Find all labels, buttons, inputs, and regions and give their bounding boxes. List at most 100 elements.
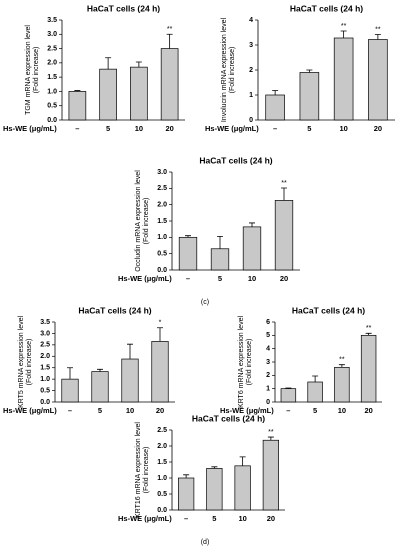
error-bar <box>157 327 163 342</box>
y-tick-label: 2.5 <box>47 45 57 52</box>
x-tick-label: 5 <box>106 124 110 133</box>
error-bar <box>249 222 255 227</box>
y-tick-label: 2.0 <box>157 443 167 450</box>
error-bar <box>127 343 133 360</box>
chart-title: HaCaT cells (24 h) <box>290 3 363 13</box>
x-tick-label: 10 <box>238 514 246 523</box>
y-tick-label: 1.5 <box>40 365 50 372</box>
y-tick-label: 4 <box>249 17 253 24</box>
error-bar <box>340 30 347 38</box>
bar <box>206 468 223 511</box>
x-tick-label: 5 <box>313 406 317 415</box>
x-axis-label: Hs-WE (μg/mL) <box>118 274 172 283</box>
bar <box>333 37 354 121</box>
y-tick-label: 0.5 <box>157 251 167 258</box>
bar <box>210 248 230 271</box>
y-tick-label: 0.5 <box>40 387 50 394</box>
bar <box>265 94 285 121</box>
y-tick-label: 0 <box>266 399 270 406</box>
error-bar <box>281 187 287 201</box>
y-tick-label: 2.0 <box>40 353 50 360</box>
bar <box>280 388 297 403</box>
y-tick-label: 1.0 <box>157 234 167 241</box>
y-tick-label: 3.0 <box>47 31 57 38</box>
bar <box>68 91 87 121</box>
y-tick-label: 2 <box>266 372 270 379</box>
y-axis-label: KRT5 mRNA expression level <box>18 316 25 409</box>
y-tick-label: 3.0 <box>157 169 167 176</box>
error-bar <box>166 33 173 49</box>
y-tick-label: 1.5 <box>157 218 167 225</box>
chart-title: HaCaT cells (24 h) <box>199 155 272 165</box>
y-tick-label: 1.0 <box>40 376 50 383</box>
error-bar <box>105 57 112 70</box>
error-bar <box>374 34 381 40</box>
x-tick-label: 5 <box>212 514 216 523</box>
significance-label: ** <box>375 26 381 33</box>
x-tick-label: 10 <box>126 406 134 415</box>
error-bar <box>365 332 372 336</box>
bar <box>130 66 148 121</box>
y-tick-label: 0.0 <box>157 267 167 274</box>
x-tick-label: 20 <box>165 124 173 133</box>
bar <box>151 341 169 403</box>
error-bar <box>306 69 313 73</box>
y-tick-label: 3.5 <box>47 17 57 24</box>
bar <box>178 477 195 511</box>
x-tick-label: 10 <box>135 124 143 133</box>
significance-label: ** <box>281 180 287 187</box>
x-tick-label: – <box>75 124 79 133</box>
y-tick-label: 0.5 <box>157 491 167 498</box>
bar <box>360 334 377 403</box>
bar <box>178 236 198 271</box>
bar <box>234 465 251 511</box>
x-tick-label: – <box>286 406 290 415</box>
bar <box>262 439 279 511</box>
error-bar <box>285 387 292 389</box>
bar <box>91 371 109 403</box>
y-tick-label: 1 <box>266 386 270 393</box>
y-axis-label: (Fold increase) <box>26 339 33 386</box>
x-axis-label: Hs-WE (μg/mL) <box>118 514 172 523</box>
y-tick-label: 0.0 <box>47 117 57 124</box>
error-bar <box>338 364 345 368</box>
y-tick-label: 1.5 <box>47 74 57 81</box>
error-bar <box>185 235 191 238</box>
x-tick-label: – <box>68 406 72 415</box>
y-axis-label: KRT16 mRNA expression level <box>135 422 142 518</box>
y-axis-label: Occludin mRNA expression level <box>135 170 142 272</box>
y-tick-label: 1.0 <box>47 88 57 95</box>
significance-label: ** <box>339 357 345 364</box>
error-bar <box>67 367 73 380</box>
y-axis-label: KRT6 mRNA expression level <box>238 316 245 409</box>
y-tick-label: 6 <box>266 319 270 326</box>
error-bar <box>183 474 190 478</box>
x-tick-label: 20 <box>374 124 382 133</box>
x-tick-label: – <box>184 514 188 523</box>
y-axis-label: (Fold increase) <box>33 47 40 94</box>
chart-title: HaCaT cells (24 h) <box>78 305 151 315</box>
panel-label: (d) <box>201 539 210 546</box>
y-axis-label: (Fold increase) <box>246 339 253 386</box>
bar <box>160 48 179 121</box>
significance-label: ** <box>268 429 274 436</box>
bar <box>334 366 350 403</box>
x-tick-label: 10 <box>339 124 347 133</box>
error-bar <box>312 375 319 382</box>
x-tick-label: 5 <box>218 274 222 283</box>
x-axis-label: Hs-WE (μg/mL) <box>3 124 57 133</box>
error-bar <box>272 90 279 95</box>
y-tick-label: 0.5 <box>47 103 57 110</box>
y-tick-label: 3 <box>249 42 253 49</box>
error-bar <box>239 456 246 466</box>
x-tick-label: 20 <box>280 274 288 283</box>
y-tick-label: 5 <box>266 332 270 339</box>
chart-title: HaCaT cells (24 h) <box>87 3 160 13</box>
y-tick-label: 2.5 <box>157 185 167 192</box>
x-tick-label: 20 <box>364 406 372 415</box>
chart-title: HaCaT cells (24 h) <box>292 305 365 315</box>
y-tick-label: 2.5 <box>157 427 167 434</box>
y-tick-label: 4 <box>266 346 270 353</box>
y-tick-label: 0.0 <box>40 399 50 406</box>
